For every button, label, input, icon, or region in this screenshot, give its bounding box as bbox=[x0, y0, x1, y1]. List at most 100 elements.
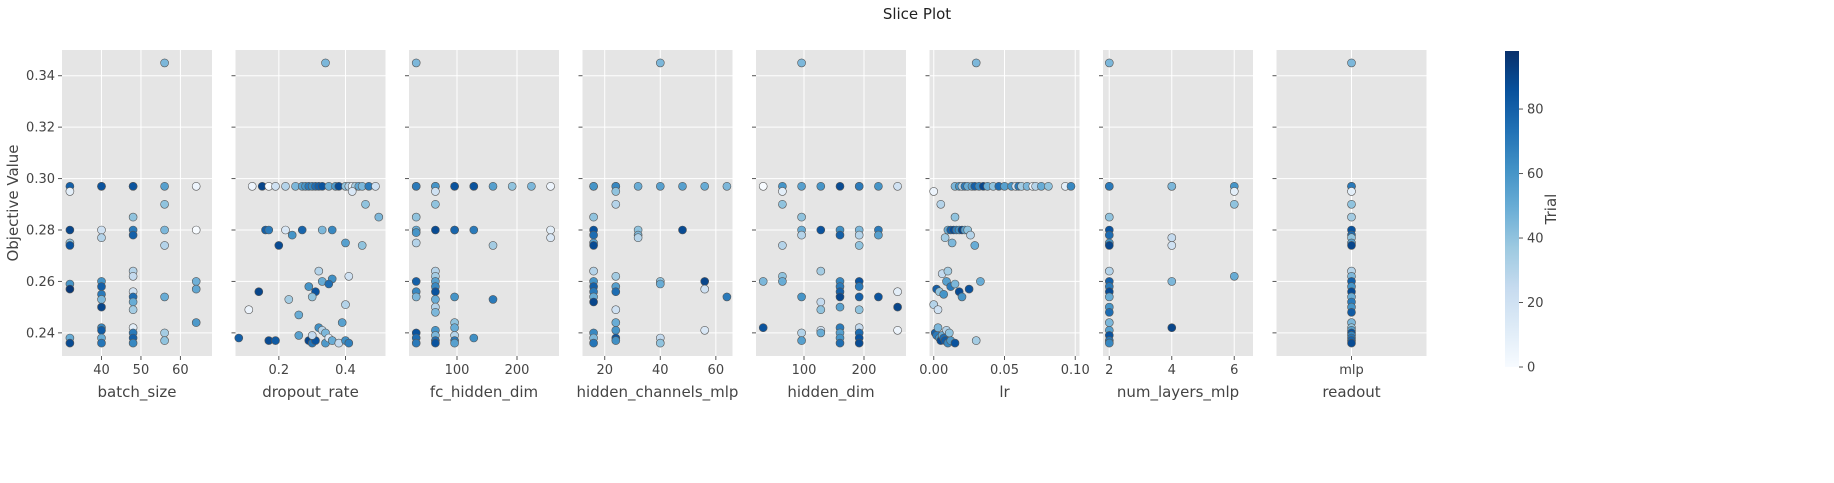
x-tick-label: 40 bbox=[93, 363, 110, 378]
x-tick-label: 20 bbox=[596, 363, 613, 378]
data-point bbox=[816, 182, 826, 191]
x-tick-label: 40 bbox=[652, 363, 669, 378]
data-point bbox=[1105, 307, 1114, 317]
data-point bbox=[264, 225, 274, 235]
data-point bbox=[816, 305, 826, 315]
data-point bbox=[655, 279, 665, 289]
data-point bbox=[281, 182, 290, 191]
data-point bbox=[450, 182, 459, 191]
data-point bbox=[97, 282, 106, 291]
data-point bbox=[944, 328, 954, 338]
data-point bbox=[431, 287, 440, 297]
x-axis-label: hidden_dim bbox=[787, 383, 874, 402]
data-point bbox=[797, 328, 806, 338]
data-point bbox=[347, 187, 357, 196]
x-tick-label: 4 bbox=[1168, 363, 1176, 378]
data-point bbox=[160, 241, 169, 250]
data-point bbox=[933, 323, 943, 333]
data-point bbox=[933, 305, 943, 315]
data-point bbox=[655, 58, 665, 68]
x-tick-label: 200 bbox=[852, 363, 877, 378]
data-point bbox=[294, 331, 304, 340]
data-point bbox=[854, 292, 864, 302]
data-point bbox=[450, 338, 459, 348]
data-point bbox=[431, 307, 440, 317]
data-point bbox=[97, 302, 106, 312]
data-point bbox=[128, 338, 138, 348]
data-point bbox=[1347, 241, 1356, 250]
data-point bbox=[943, 266, 953, 276]
x-axis-label: hidden_channels_mlp bbox=[577, 383, 739, 402]
x-tick-label: 0.00 bbox=[919, 363, 948, 378]
data-point bbox=[835, 182, 845, 191]
data-point bbox=[317, 225, 327, 235]
data-point bbox=[854, 182, 864, 191]
data-point bbox=[128, 305, 138, 315]
data-point bbox=[1105, 241, 1114, 250]
data-point bbox=[411, 238, 421, 248]
data-point bbox=[431, 295, 440, 304]
data-point bbox=[488, 241, 498, 250]
y-axis-label: Objective Value bbox=[4, 144, 22, 261]
data-point bbox=[611, 325, 621, 335]
data-point bbox=[854, 282, 864, 291]
data-point bbox=[947, 238, 957, 248]
data-point bbox=[1066, 182, 1076, 191]
data-point bbox=[778, 200, 787, 209]
data-point bbox=[271, 182, 280, 191]
data-point bbox=[411, 338, 421, 348]
data-point bbox=[633, 233, 643, 242]
data-point bbox=[874, 292, 883, 302]
data-point bbox=[936, 200, 946, 209]
data-point bbox=[160, 225, 169, 235]
data-point bbox=[758, 277, 768, 286]
data-point bbox=[966, 230, 975, 240]
data-point bbox=[1347, 307, 1356, 317]
x-tick-label: 100 bbox=[792, 363, 817, 378]
data-point bbox=[97, 225, 106, 235]
data-point bbox=[957, 292, 967, 302]
panel-lr bbox=[925, 50, 1080, 360]
data-point bbox=[589, 266, 598, 276]
y-tick-label: 0.26 bbox=[26, 275, 55, 290]
data-point bbox=[374, 212, 384, 222]
data-point bbox=[950, 338, 960, 348]
data-point bbox=[700, 284, 710, 294]
data-point bbox=[1105, 318, 1114, 327]
data-point bbox=[411, 228, 421, 237]
data-point bbox=[964, 284, 974, 294]
data-point bbox=[65, 241, 75, 250]
data-point bbox=[971, 58, 981, 68]
x-tick-label: 0.2 bbox=[268, 363, 289, 378]
data-point bbox=[874, 230, 883, 240]
panel-fc_hidden_dim bbox=[405, 50, 559, 360]
data-point bbox=[97, 182, 106, 191]
data-point bbox=[527, 182, 536, 191]
data-point bbox=[1044, 182, 1053, 191]
data-point bbox=[1230, 271, 1239, 281]
data-point bbox=[678, 182, 687, 191]
x-tick-label: mlp bbox=[1339, 363, 1364, 378]
data-point bbox=[488, 182, 498, 191]
data-point bbox=[797, 230, 806, 240]
x-tick-label: 60 bbox=[172, 363, 189, 378]
data-point bbox=[337, 318, 347, 327]
data-point bbox=[1347, 338, 1356, 348]
data-point bbox=[854, 338, 864, 348]
data-point bbox=[816, 297, 826, 307]
data-point bbox=[797, 336, 806, 345]
x-tick-label: 100 bbox=[445, 363, 470, 378]
data-point bbox=[835, 338, 845, 348]
chart-title: Slice Plot bbox=[883, 5, 951, 23]
data-point bbox=[1105, 230, 1114, 240]
data-point bbox=[287, 230, 297, 240]
data-point bbox=[611, 336, 621, 345]
colorbar-tick-label: 60 bbox=[1527, 167, 1544, 182]
data-point bbox=[1230, 187, 1239, 196]
data-point bbox=[274, 241, 284, 250]
data-point bbox=[191, 318, 201, 327]
data-point bbox=[371, 182, 380, 191]
x-tick-label: 0.05 bbox=[990, 363, 1019, 378]
data-point bbox=[307, 331, 317, 340]
